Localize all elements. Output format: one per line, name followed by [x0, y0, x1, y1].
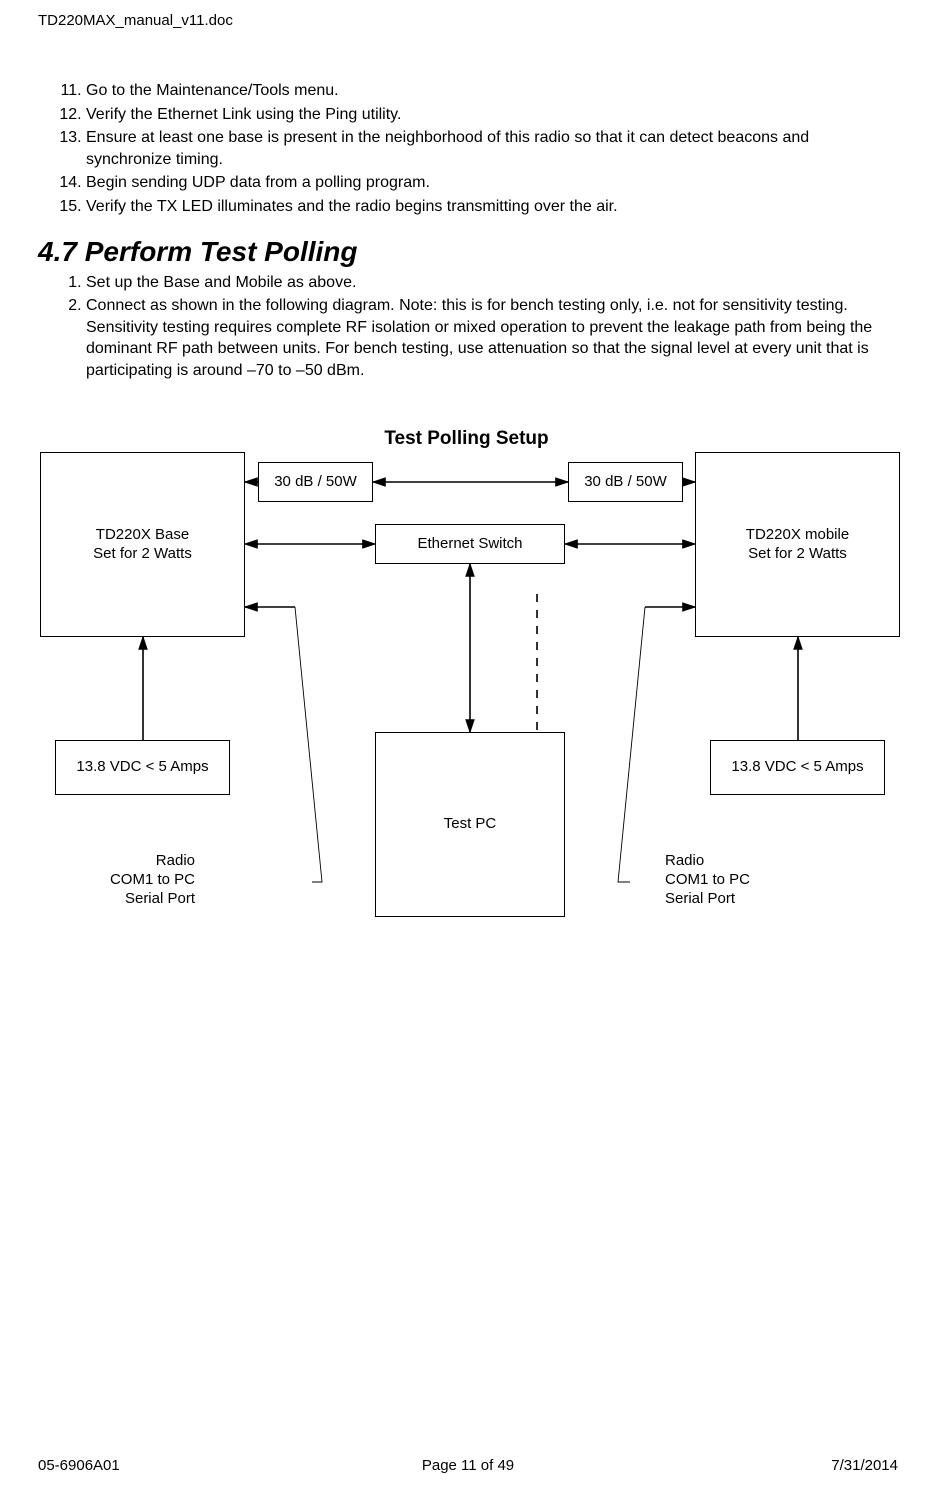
- diagram-title: Test Polling Setup: [0, 428, 933, 450]
- diagram-box-psu_l: 13.8 VDC < 5 Amps: [55, 740, 230, 795]
- steps-list-a: Go to the Maintenance/Tools menu. Verify…: [38, 80, 898, 218]
- footer-right: 7/31/2014: [831, 1457, 898, 1474]
- diagram-box-mobile: TD220X mobileSet for 2 Watts: [695, 452, 900, 637]
- step-item: Verify the TX LED illuminates and the ra…: [86, 196, 898, 218]
- step-item: Connect as shown in the following diagra…: [86, 295, 898, 381]
- step-item: Begin sending UDP data from a polling pr…: [86, 172, 898, 194]
- diagram-label-radio_r: RadioCOM1 to PCSerial Port: [665, 852, 750, 908]
- section-title-text: Perform Test Polling: [85, 236, 358, 267]
- step-item: Verify the Ethernet Link using the Ping …: [86, 104, 898, 126]
- diagram-box-atten_r: 30 dB / 50W: [568, 462, 683, 502]
- diagram-label-radio_l: RadioCOM1 to PCSerial Port: [110, 852, 195, 908]
- test-polling-diagram: TD220X BaseSet for 2 Watts 30 dB / 50W 30 …: [40, 452, 900, 952]
- footer-left: 05-6906A01: [38, 1457, 120, 1474]
- steps-list-b: Set up the Base and Mobile as above. Con…: [38, 272, 898, 382]
- diagram-box-switch: Ethernet Switch: [375, 524, 565, 564]
- footer-center: Page 11 of 49: [422, 1457, 514, 1474]
- page-content: Go to the Maintenance/Tools menu. Verify…: [38, 80, 898, 384]
- doc-filename: TD220MAX_manual_v11.doc: [38, 12, 233, 29]
- diagram-box-base: TD220X BaseSet for 2 Watts: [40, 452, 245, 637]
- step-item: Set up the Base and Mobile as above.: [86, 272, 898, 294]
- step-item: Ensure at least one base is present in t…: [86, 127, 898, 170]
- diagram-box-testpc: Test PC: [375, 732, 565, 917]
- diagram-box-psu_r: 13.8 VDC < 5 Amps: [710, 740, 885, 795]
- diagram-box-atten_l: 30 dB / 50W: [258, 462, 373, 502]
- page-footer: 05-6906A01 Page 11 of 49 7/31/2014: [38, 1457, 898, 1474]
- section-number: 4.7: [38, 236, 77, 267]
- section-heading: 4.7 Perform Test Polling: [38, 236, 898, 268]
- step-item: Go to the Maintenance/Tools menu.: [86, 80, 898, 102]
